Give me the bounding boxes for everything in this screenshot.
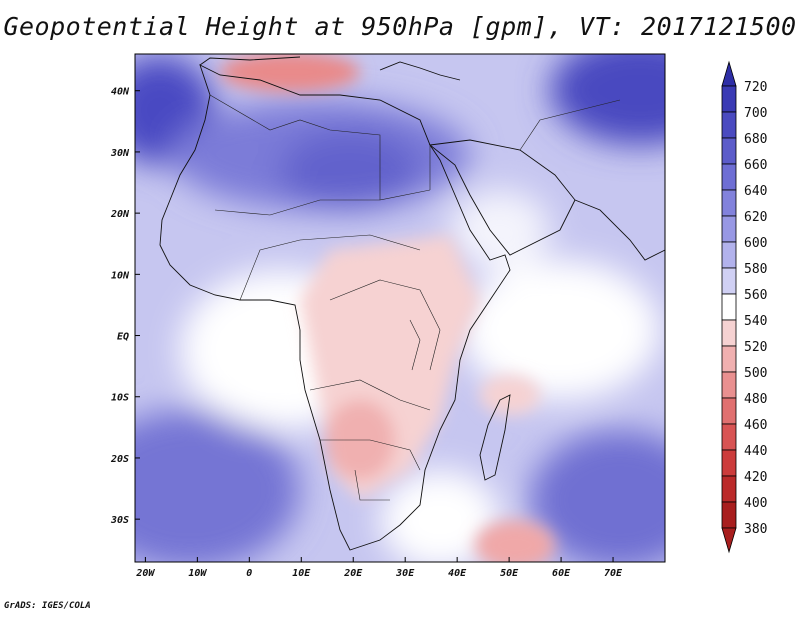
lon-tick-label: 10W [188, 568, 207, 579]
low-region-south-east [475, 520, 555, 562]
high-region-south-atlantic [135, 410, 300, 562]
lat-tick-label: 10N [111, 270, 130, 281]
colorbar-label: 660 [744, 158, 767, 173]
colorbar-swatch [721, 449, 737, 477]
height-field [135, 54, 665, 562]
lon-tick-label: 20E [343, 568, 363, 579]
lat-tick-label: 20S [110, 454, 129, 465]
colorbar-label: 520 [744, 340, 767, 355]
colorbar-label: 440 [744, 444, 767, 459]
lon-tick-label: 30E [395, 568, 415, 579]
colorbar-swatch [721, 111, 737, 139]
colorbar-swatch [721, 475, 737, 503]
low-region-mediterranean [220, 54, 360, 92]
europe-coastline-east [379, 61, 461, 81]
colorbar-label: 640 [744, 184, 767, 199]
lat-tick-label: 30S [110, 515, 129, 526]
high-region-libya [280, 130, 420, 210]
lat-tick-label: 10S [111, 393, 129, 404]
border-line [519, 99, 621, 151]
lon-tick-label: 0 [246, 568, 252, 579]
africa-coastline [159, 64, 511, 551]
lon-tick-label: 70E [604, 568, 623, 579]
lon-tick-label: 60E [552, 568, 571, 579]
colorbar-label: 500 [744, 366, 767, 381]
plot-frame [134, 53, 666, 563]
colorbar-swatch [721, 501, 737, 529]
border-line [329, 279, 441, 371]
arabia-coastline [428, 139, 576, 256]
colorbar-swatch [721, 85, 737, 113]
border-line [309, 379, 431, 411]
colorbar-swatch [721, 423, 737, 451]
colorbar-label: 380 [744, 522, 767, 537]
colorbar-label: 560 [744, 288, 767, 303]
colorbar-label: 480 [744, 392, 767, 407]
map-title: Geopotential Height at 950hPa [gpm], VT:… [3, 12, 797, 41]
colorbar-label: 540 [744, 314, 767, 329]
coastlines [159, 56, 665, 551]
country-borders [209, 94, 621, 501]
colorbar-swatch [721, 293, 737, 321]
colorbar-label: 680 [744, 132, 767, 147]
colorbar-swatch [721, 345, 737, 373]
colorbar-label: 700 [744, 106, 767, 121]
credit-text: GrADS: IGES/COLA [4, 601, 91, 611]
colorbar-swatch [721, 371, 737, 399]
border-line [209, 94, 381, 200]
colorbar-label: 460 [744, 418, 767, 433]
border-line [239, 234, 421, 301]
colorbar-swatch [721, 189, 737, 217]
high-region-asia [550, 54, 665, 145]
colorbar-swatch [721, 137, 737, 165]
axis-ticks: 20W 10W 0 10E 20E 30E 40E 50E 60E 70E 40N 30N 20N 10N… [110, 87, 623, 579]
colorbar-swatch [721, 267, 737, 295]
lat-tick-label: 40N [111, 87, 130, 98]
colorbar-label: 400 [744, 496, 767, 511]
neutral-region-arabia [450, 190, 550, 270]
colorbar-swatch [721, 397, 737, 425]
lon-tick-label: 10E [292, 568, 311, 579]
colorbar-min-arrow [721, 527, 737, 554]
lat-tick-label: EQ [117, 332, 129, 343]
colorbar-swatch [721, 215, 737, 243]
neutral-region-mozambique [380, 470, 500, 562]
colorbar-swatch [721, 241, 737, 269]
colorbar-label: 620 [744, 210, 767, 225]
colorbar-label: 600 [744, 236, 767, 251]
border-line [320, 439, 421, 471]
colorbar-swatch [721, 163, 737, 191]
border-line [214, 189, 431, 216]
colorbar: 720 700 680 660 640 620 600 580 560 540 520 500 480 4… [721, 60, 767, 554]
colorbar-swatch [721, 319, 737, 347]
asia-coastline [574, 199, 665, 261]
colorbar-label: 420 [744, 470, 767, 485]
colorbar-label: 580 [744, 262, 767, 277]
lat-tick-label: 20N [110, 209, 130, 220]
high-region-south-indian [530, 430, 665, 562]
lon-tick-label: 20W [135, 568, 155, 579]
border-line [354, 469, 390, 501]
colorbar-label: 720 [744, 80, 767, 95]
colorbar-max-arrow [721, 60, 737, 87]
lon-tick-label: 40E [448, 568, 467, 579]
madagascar-coastline [479, 394, 511, 481]
europe-coastline [199, 56, 301, 66]
plot-area: 20W 10W 0 10E 20E 30E 40E 50E 60E 70E 40N 30N 20N 10N… [110, 53, 666, 579]
lon-tick-label: 50E [500, 568, 519, 579]
lat-tick-label: 30N [110, 148, 130, 159]
lake-outline [409, 319, 421, 371]
neutral-region-indian-ocean [460, 260, 660, 400]
